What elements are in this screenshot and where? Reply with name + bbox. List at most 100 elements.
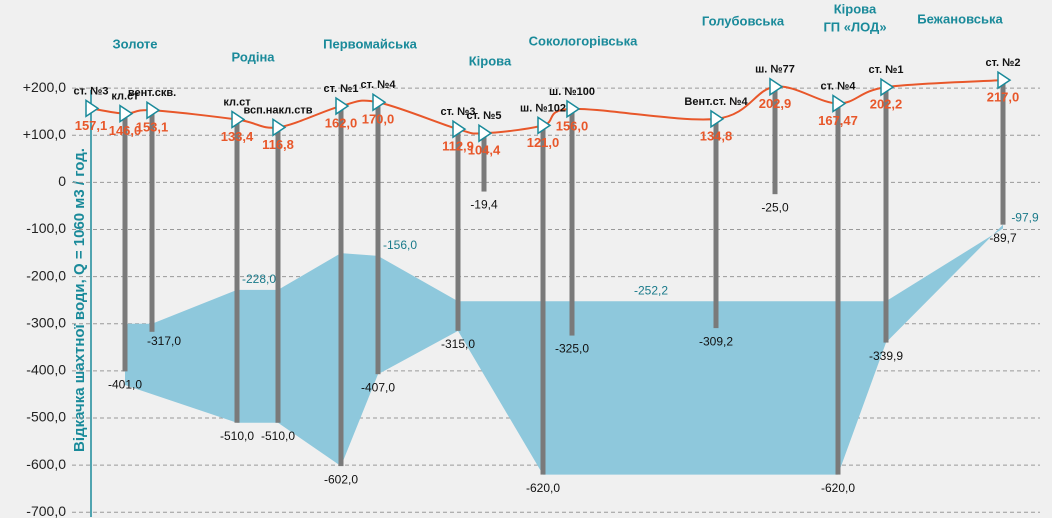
shaft bbox=[481, 133, 487, 192]
shaft bbox=[275, 127, 281, 423]
elevation-label: 121,0 bbox=[527, 135, 560, 150]
elevation-label: 153,1 bbox=[136, 120, 169, 135]
shaft-marker bbox=[769, 77, 784, 97]
elevation-label: 104,4 bbox=[468, 143, 501, 158]
shaft-marker bbox=[372, 92, 387, 112]
elevation-label: 146,0 bbox=[109, 123, 142, 138]
elevation-label: 217,0 bbox=[987, 90, 1020, 105]
shaft-marker bbox=[85, 98, 100, 118]
water-level-label: -228,0 bbox=[242, 272, 276, 286]
elevation-label: 156,0 bbox=[556, 118, 589, 133]
shaft-marker bbox=[880, 77, 895, 97]
shaft bbox=[540, 125, 546, 475]
shaft-marker bbox=[537, 115, 552, 135]
shaft-name: ст. №3 bbox=[73, 85, 108, 97]
depth-label: -25,0 bbox=[761, 200, 789, 214]
y-tick-label: -700,0 bbox=[26, 503, 66, 518]
mine-name: Золоте bbox=[112, 36, 157, 51]
elevation-label: 134,8 bbox=[700, 128, 733, 143]
shaft-name: ст. №3 bbox=[440, 106, 475, 118]
mine-name: Родіна bbox=[231, 49, 275, 64]
depth-label: -309,2 bbox=[699, 334, 733, 348]
elevation-label: 170,0 bbox=[362, 112, 395, 127]
elevation-label: 167,47 bbox=[818, 113, 858, 128]
depth-label: -510,0 bbox=[261, 429, 295, 443]
shaft bbox=[772, 86, 778, 195]
mine-name: Первомайська bbox=[323, 36, 417, 51]
shaft-name: кл.ст bbox=[111, 90, 139, 102]
elevation-label: 112,9 bbox=[442, 139, 474, 154]
surface-line bbox=[90, 79, 1004, 135]
y-tick-label: -100,0 bbox=[26, 220, 66, 236]
shaft bbox=[569, 108, 575, 336]
shaft-marker bbox=[335, 96, 350, 116]
water-level-label: -156,0 bbox=[383, 238, 417, 252]
y-tick-label: -400,0 bbox=[26, 362, 66, 378]
shaft-marker bbox=[119, 104, 134, 123]
depth-label: -401,0 bbox=[108, 378, 142, 392]
shaft bbox=[1000, 80, 1006, 225]
shaft bbox=[234, 119, 240, 423]
depth-label: -325,0 bbox=[555, 342, 589, 356]
depth-label: -339,9 bbox=[869, 349, 903, 363]
shaft-marker bbox=[231, 110, 246, 129]
shaft bbox=[122, 113, 128, 372]
shaft-marker bbox=[997, 70, 1012, 90]
shaft-name: ст. №4 bbox=[360, 79, 396, 91]
depth-label: -315,0 bbox=[441, 337, 475, 351]
depth-label: -317,0 bbox=[147, 334, 181, 348]
shaft bbox=[883, 87, 889, 343]
shaft bbox=[375, 102, 381, 375]
elevation-label: 116,8 bbox=[262, 137, 294, 152]
shaft-name: ст. №1 bbox=[323, 83, 358, 95]
shaft-marker bbox=[452, 119, 467, 139]
shaft-name: ст. №4 bbox=[820, 80, 856, 92]
y-tick-label: +100,0 bbox=[23, 126, 66, 142]
y-tick-label: 0 bbox=[58, 173, 66, 189]
shaft-name: Вент.ст. №4 bbox=[684, 96, 748, 108]
y-tick-label: -200,0 bbox=[26, 267, 66, 283]
shaft-name: ш. №102 bbox=[520, 102, 566, 114]
elevation-label: 133,4 bbox=[221, 129, 254, 144]
shaft-name: ст. №1 bbox=[868, 64, 903, 76]
y-tick-label: -500,0 bbox=[26, 409, 66, 425]
shaft-name: ст. №5 bbox=[466, 110, 501, 122]
shaft bbox=[149, 110, 155, 332]
water-area bbox=[125, 224, 1003, 475]
elevation-label: 202,2 bbox=[870, 97, 903, 112]
shaft-marker bbox=[272, 117, 287, 137]
shaft bbox=[713, 118, 719, 329]
water-level-label: -252,2 bbox=[634, 283, 668, 297]
shaft-name: всп.накл.ств bbox=[243, 104, 312, 116]
shaft-marker bbox=[146, 100, 161, 120]
y-tick-label: -600,0 bbox=[26, 456, 66, 472]
shaft bbox=[835, 103, 841, 475]
depth-label: -620,0 bbox=[526, 481, 560, 495]
elevation-label: 157,1 bbox=[75, 118, 108, 133]
shaft bbox=[338, 106, 344, 467]
shaft-name: кл.ст bbox=[223, 96, 251, 108]
depth-label: -407,0 bbox=[361, 380, 395, 394]
depth-label: -89,7 bbox=[989, 231, 1017, 245]
shaft-name: вент.скв. bbox=[128, 87, 176, 99]
shaft-name: ш. №100 bbox=[549, 86, 595, 98]
depth-label: -19,4 bbox=[470, 198, 498, 212]
mine-name: Кірова bbox=[469, 53, 512, 68]
elevation-label: 162,0 bbox=[325, 115, 358, 130]
shaft-marker bbox=[832, 94, 847, 113]
shaft bbox=[455, 129, 461, 331]
mine-name: Голубовська bbox=[702, 13, 785, 28]
mine-name: Кірова bbox=[834, 1, 877, 16]
shaft-name: ст. №2 bbox=[985, 57, 1020, 69]
mine-name: Сокологорівська bbox=[529, 33, 638, 48]
mine-name: ГП «ЛОД» bbox=[823, 19, 886, 34]
depth-label: -620,0 bbox=[821, 481, 855, 495]
y-tick-label: -300,0 bbox=[26, 314, 66, 330]
mine-name: Бежановська bbox=[917, 11, 1003, 26]
depth-label: -510,0 bbox=[220, 429, 254, 443]
depth-label: -602,0 bbox=[324, 472, 358, 486]
y-axis-label: Відкачка шахтної води, Q = 1060 м3 / год… bbox=[71, 148, 88, 452]
shaft-name: ш. №77 bbox=[755, 64, 795, 76]
water-level-label: -97,9 bbox=[1011, 211, 1039, 225]
